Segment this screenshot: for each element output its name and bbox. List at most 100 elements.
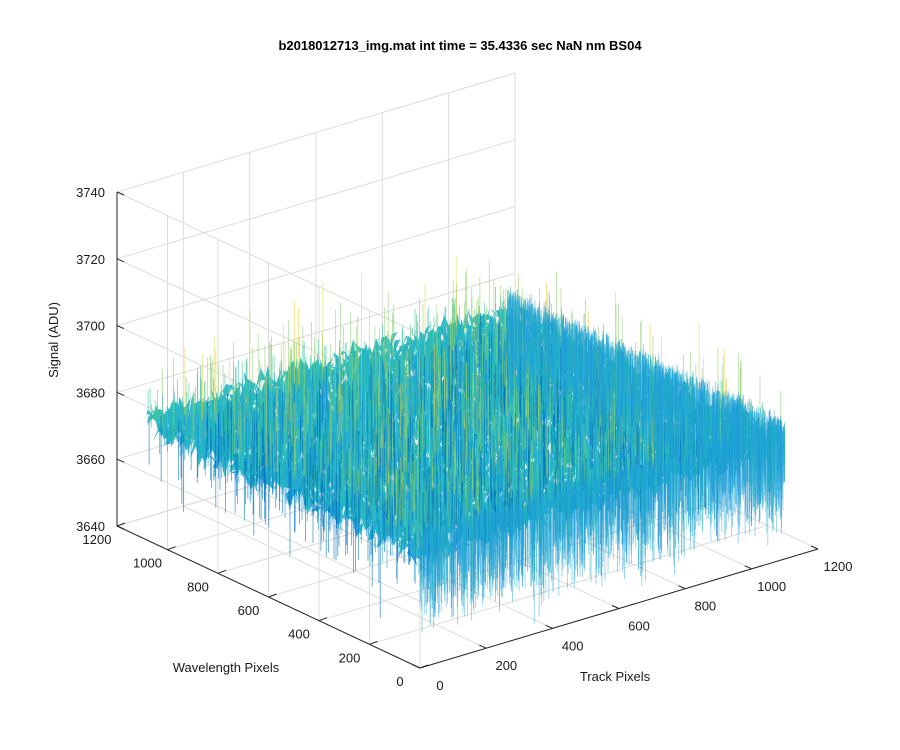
surface-patch [408, 377, 419, 395]
surface-patch [468, 315, 479, 336]
surface-patch [578, 411, 589, 438]
surface-patch [560, 441, 571, 469]
surface-patch [437, 326, 448, 341]
surface-patch [399, 363, 410, 378]
surface-patch [242, 386, 253, 410]
surface-patch [474, 450, 485, 461]
surface-patch [399, 496, 410, 531]
surface-patch [487, 326, 498, 357]
surface-patch [481, 357, 491, 381]
surface-patch [383, 523, 394, 537]
surface-patch [301, 432, 312, 455]
surface-patch [352, 360, 363, 388]
surface-patch [397, 404, 408, 438]
surface-layer [142, 255, 785, 633]
surface-patch [194, 433, 205, 467]
surface-patch [207, 455, 218, 468]
surface-patch [313, 384, 324, 412]
surface-patch [590, 398, 601, 406]
surface-patch [382, 453, 393, 466]
surface-patch [403, 335, 414, 361]
surface-patch [350, 349, 361, 375]
surface-patch [326, 384, 337, 395]
surface-patch [444, 522, 455, 559]
surface-patch [570, 330, 581, 349]
surface-patch [477, 386, 488, 402]
surface-patch [179, 406, 190, 435]
surface-patch [530, 430, 541, 448]
surface-patch [400, 499, 411, 523]
surface-patch [554, 394, 565, 406]
surface-patch [451, 512, 461, 529]
surface-patch [586, 459, 597, 478]
surface-patch [312, 491, 323, 506]
surface-patch [482, 454, 493, 475]
surface-patch [354, 519, 365, 536]
surface-patch [580, 416, 591, 440]
surface-patch [282, 396, 293, 426]
surface-patch [322, 462, 333, 482]
surface-patch [703, 427, 714, 437]
surface-patch [316, 364, 327, 381]
surface-patch [496, 478, 507, 504]
surface-patch [507, 454, 518, 479]
surface-patch [296, 378, 307, 394]
surface-patch [390, 435, 401, 459]
surface-patch [492, 495, 503, 509]
surface-patch [392, 515, 403, 528]
surface-patch [369, 454, 380, 460]
surface-patch [413, 489, 424, 510]
surface-patch [249, 397, 260, 405]
surface-patch [509, 475, 520, 500]
surface-patch [409, 350, 420, 359]
surface-patch [244, 439, 255, 455]
surface-patch [289, 478, 300, 508]
surface-patch [447, 387, 458, 404]
surface-patch [361, 372, 371, 395]
surface-patch [398, 534, 409, 558]
surface-patch [517, 417, 528, 441]
surface-patch [324, 366, 335, 375]
surface-patch [472, 482, 483, 514]
plot-title: b2018012713_img.mat int time = 35.4336 s… [278, 38, 642, 53]
surface-patch [215, 390, 226, 421]
surface-patch [491, 326, 502, 353]
surface-patch [543, 406, 554, 414]
surface-patch [272, 402, 283, 420]
surface-patch [268, 463, 279, 490]
surface-patch [336, 350, 347, 373]
surface-patch [436, 413, 447, 434]
surface-patch [214, 431, 225, 438]
surface-patch [493, 409, 504, 415]
surface-patch [446, 422, 457, 459]
surface-patch [314, 399, 325, 429]
surface-patch [480, 476, 491, 491]
surface-patch [212, 397, 223, 424]
surface-patch [315, 480, 326, 500]
surface-patch [343, 419, 354, 440]
surface-patch [562, 431, 573, 442]
surface-patch [460, 312, 471, 343]
surface-patch [372, 512, 383, 534]
surface-patch [360, 357, 371, 379]
surface-patch [477, 400, 488, 419]
surface-patch [483, 334, 494, 358]
surface-patch [227, 384, 238, 400]
surface-patch [407, 335, 418, 355]
surface-patch [281, 426, 292, 454]
surface-patch [397, 345, 408, 354]
surface-patch [255, 411, 266, 436]
surface-patch [315, 401, 326, 421]
surface-patch [395, 454, 406, 468]
surface-patch [405, 357, 415, 380]
surface-patch [490, 308, 500, 319]
surface-patch [439, 436, 450, 450]
surface-patch [632, 477, 643, 497]
surface-patch [570, 394, 581, 424]
surface-patch [150, 405, 161, 420]
surface-patch [351, 383, 361, 388]
surface-patch [376, 377, 387, 401]
surface-patch [250, 381, 261, 409]
surface-patch [292, 392, 303, 417]
